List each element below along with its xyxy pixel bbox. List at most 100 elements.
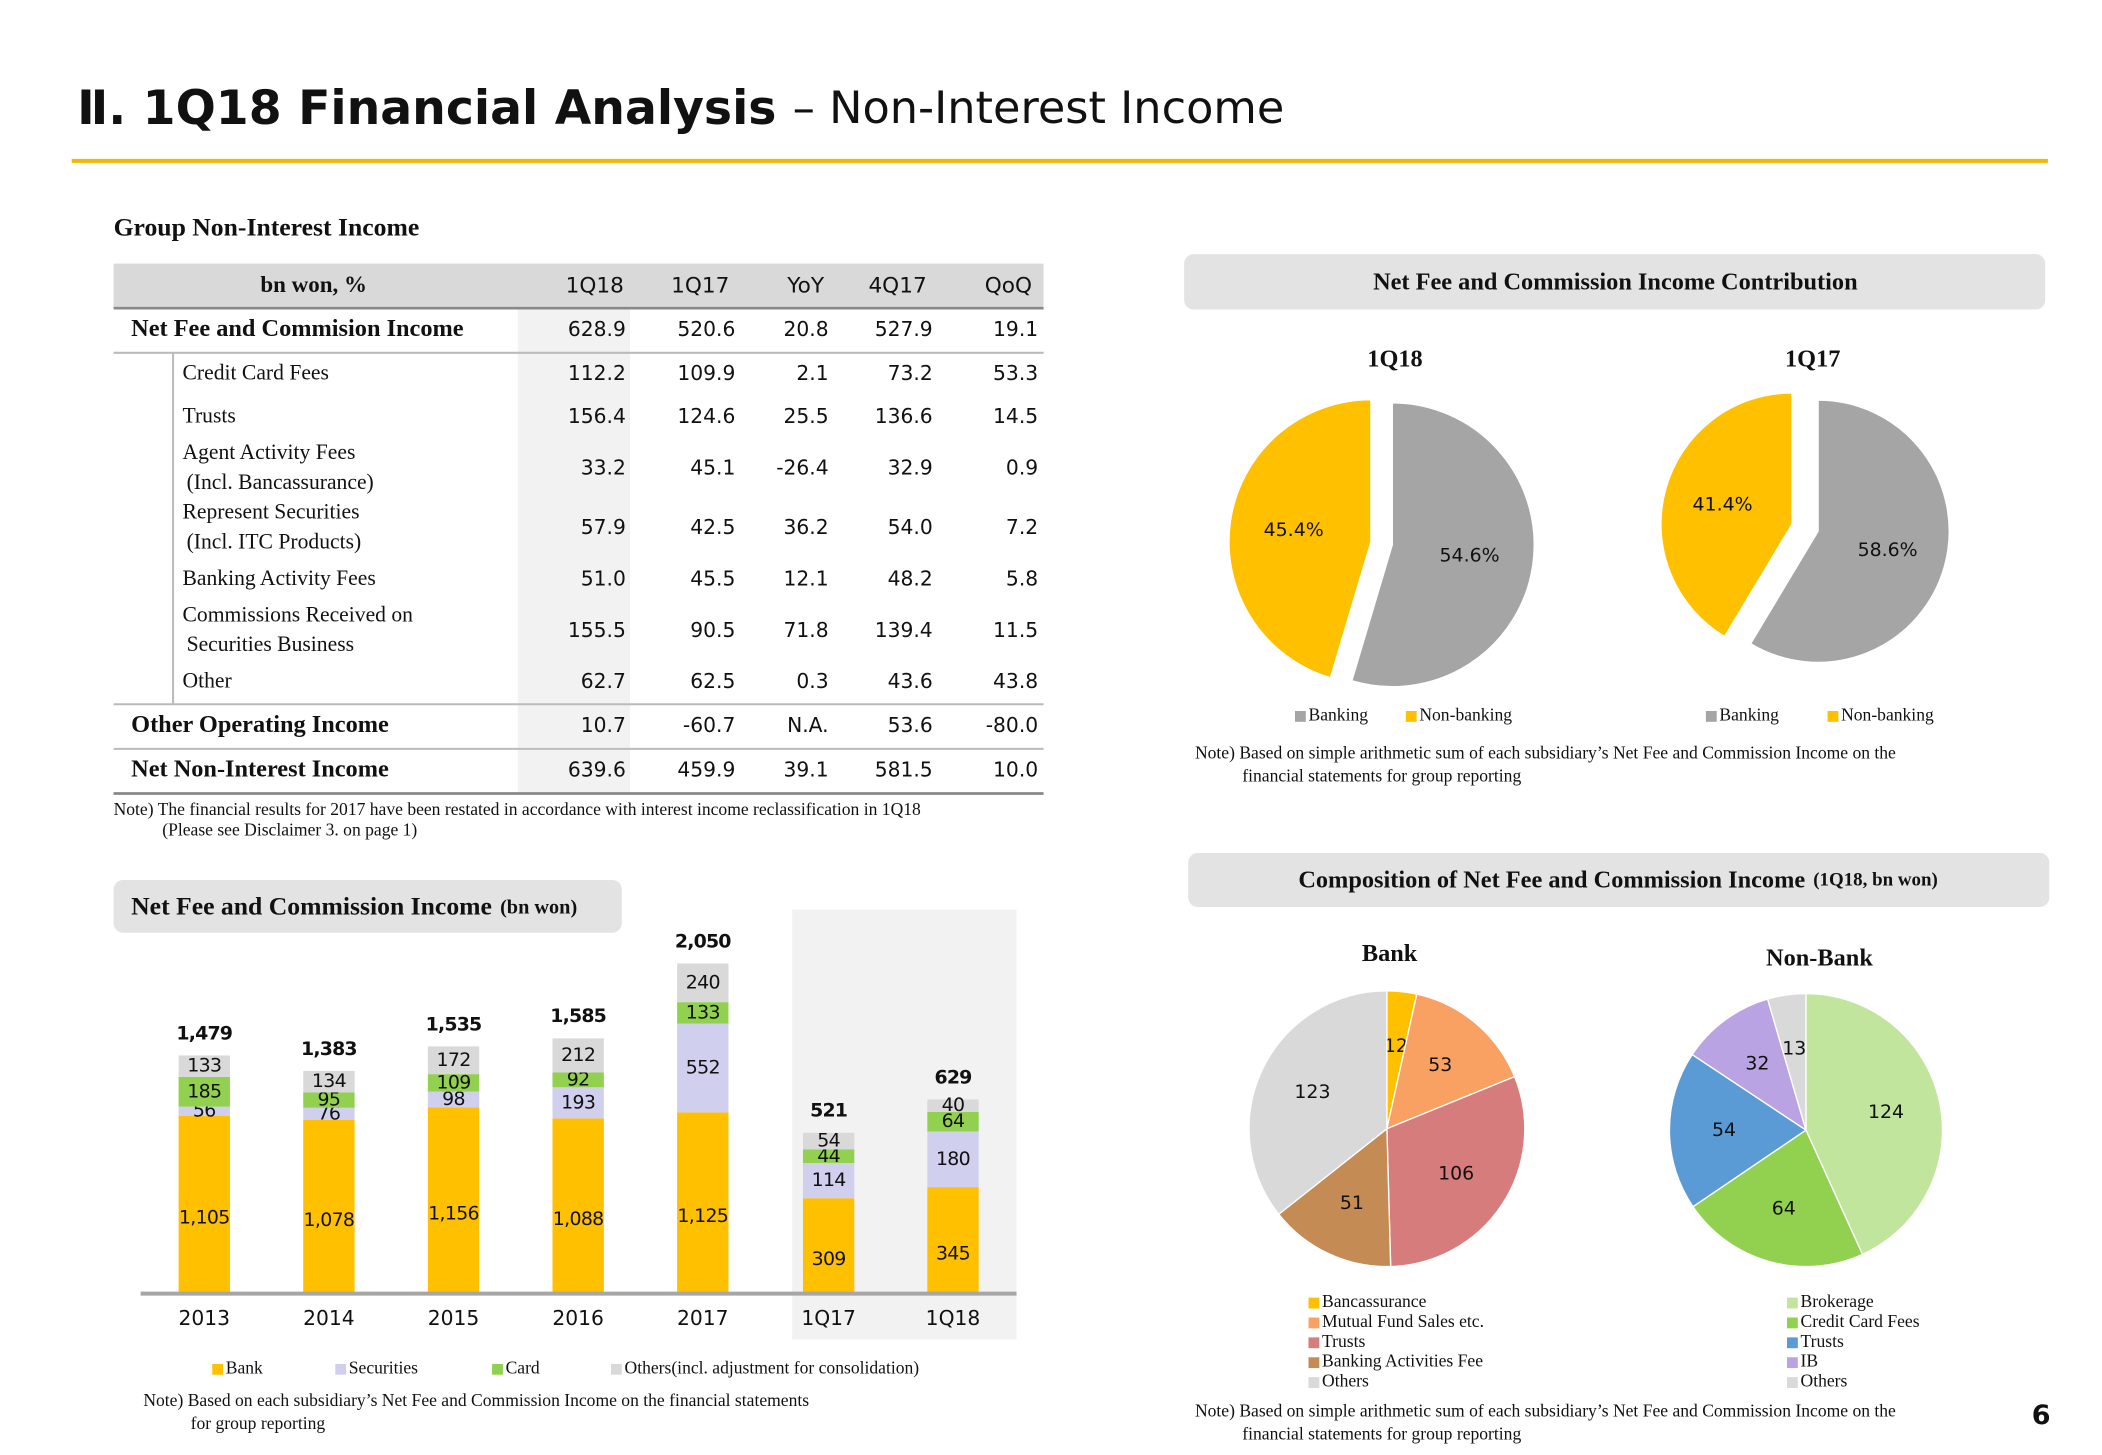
table-header-band — [113, 263, 1044, 309]
legend-swatch — [611, 1363, 622, 1375]
pie-slice — [1668, 1053, 1808, 1208]
cell: 19.1 — [993, 317, 1038, 341]
legend-label: Banking Activities Fee — [1322, 1351, 1483, 1371]
bar-segment — [677, 963, 729, 1003]
legend-swatch — [1308, 1337, 1320, 1349]
section-title: Composition of Net Fee and Commission In… — [1298, 866, 1937, 893]
segment-label: 552 — [686, 1056, 720, 1078]
legend-swatch — [1294, 711, 1306, 722]
title-main: Net Fee and Commission Income — [131, 891, 492, 920]
row-label: Represent Securities — [183, 500, 360, 524]
row-label: Banking Activity Fees — [183, 566, 376, 590]
total-label: 521 — [810, 1100, 847, 1122]
pie-label: 123 — [1294, 1081, 1330, 1103]
cell: 53.6 — [888, 713, 933, 737]
note: Note) Based on simple arithmetic sum of … — [1195, 742, 1896, 762]
bar-segment — [178, 1106, 230, 1116]
cell: 11.5 — [993, 618, 1038, 642]
column-header: bn won, % — [260, 272, 367, 297]
cell: 43.8 — [993, 669, 1038, 693]
cell: 51.0 — [581, 566, 626, 590]
segment-label: 1,078 — [304, 1209, 355, 1231]
cell: 32.9 — [888, 456, 933, 480]
column-header: 1Q17 — [671, 274, 729, 299]
segment-label: 133 — [686, 1001, 720, 1023]
segment-label: 193 — [561, 1091, 595, 1113]
pie-label: 12 — [1384, 1035, 1408, 1057]
title-main: Composition of Net Fee and Commission In… — [1298, 866, 1805, 893]
row-label: Credit Card Fees — [183, 360, 329, 384]
total-label: 1,585 — [550, 1005, 606, 1027]
title-unit: (1Q18, bn won) — [1813, 870, 1938, 891]
pie-slice — [1691, 998, 1808, 1132]
pie-label: 54 — [1712, 1119, 1736, 1141]
cell: 53.3 — [993, 361, 1038, 385]
legend-swatch — [212, 1363, 224, 1375]
pie-title: 1Q17 — [1785, 345, 1840, 372]
segment-label: 212 — [561, 1044, 595, 1066]
bar-segment — [677, 1002, 729, 1024]
row-label: Other Operating Income — [131, 711, 389, 738]
legend-swatch — [1787, 1357, 1798, 1369]
total-label: 1,535 — [426, 1013, 482, 1035]
cell: 459.9 — [677, 758, 735, 782]
pie-label: 51 — [1340, 1192, 1364, 1214]
highlight-column — [517, 308, 630, 794]
bar-segment — [303, 1107, 355, 1121]
bar-segment — [552, 1038, 604, 1073]
pie-slice — [1766, 992, 1807, 1131]
x-tick-label: 2014 — [303, 1306, 355, 1330]
title-sub: – Non-Interest Income — [793, 82, 1285, 134]
segment-label: 345 — [936, 1242, 970, 1264]
bar-segment — [552, 1072, 604, 1088]
cell: 156.4 — [568, 404, 626, 428]
column-header: 4Q17 — [868, 274, 926, 299]
cell: 136.6 — [875, 404, 933, 428]
total-label: 2,050 — [675, 930, 731, 952]
column-header: YoY — [786, 274, 825, 299]
cell: 0.9 — [1006, 456, 1038, 480]
bar-segment — [303, 1092, 355, 1108]
segment-label: 1,105 — [179, 1207, 230, 1229]
cell: 581.5 — [875, 758, 933, 782]
pie-slice — [1385, 993, 1516, 1130]
row-label: Other — [183, 669, 232, 693]
legend-label: Others(incl. adjustment for consolidatio… — [625, 1357, 920, 1377]
legend-label: Bancassurance — [1322, 1291, 1427, 1311]
pie-label: 32 — [1745, 1053, 1769, 1075]
cell: 43.6 — [888, 669, 933, 693]
legend-label: Non-banking — [1841, 704, 1934, 724]
segment-label: 109 — [437, 1071, 471, 1093]
legend-swatch — [1787, 1317, 1798, 1329]
bar-segment — [427, 1091, 480, 1108]
legend-label: Non-banking — [1419, 704, 1512, 724]
row-label: Commissions Received on — [183, 602, 414, 626]
legend-label: Banking — [1719, 704, 1779, 724]
bar-segment — [427, 1074, 480, 1092]
row-label: Agent Activity Fees — [183, 440, 356, 464]
bar-segment — [552, 1118, 604, 1294]
pie-slice — [1749, 399, 1950, 663]
total-label: 1,479 — [176, 1022, 232, 1044]
cell: 112.2 — [568, 361, 626, 385]
bar-segment — [802, 1132, 855, 1150]
segment-label: 240 — [686, 971, 720, 993]
legend-swatch — [1787, 1297, 1798, 1309]
legend-swatch — [1787, 1337, 1798, 1349]
segment-label: 76 — [318, 1102, 341, 1124]
bar-segment — [303, 1120, 355, 1294]
cell: 628.9 — [568, 317, 626, 341]
x-tick-label: 2013 — [178, 1306, 230, 1330]
cell: 33.2 — [581, 456, 626, 480]
pie-slice — [1805, 992, 1944, 1256]
segment-label: 44 — [817, 1145, 840, 1167]
legend-label: Mutual Fund Sales etc. — [1322, 1311, 1484, 1331]
legend-label: Credit Card Fees — [1801, 1311, 1920, 1331]
pie-label: 13 — [1782, 1037, 1806, 1059]
note: for group reporting — [191, 1413, 326, 1433]
page-number: 6 — [2032, 1400, 2051, 1431]
bar-segment — [178, 1055, 230, 1077]
cell: 639.6 — [568, 758, 626, 782]
legend-label: Bank — [226, 1357, 263, 1377]
cell: 20.8 — [784, 317, 829, 341]
